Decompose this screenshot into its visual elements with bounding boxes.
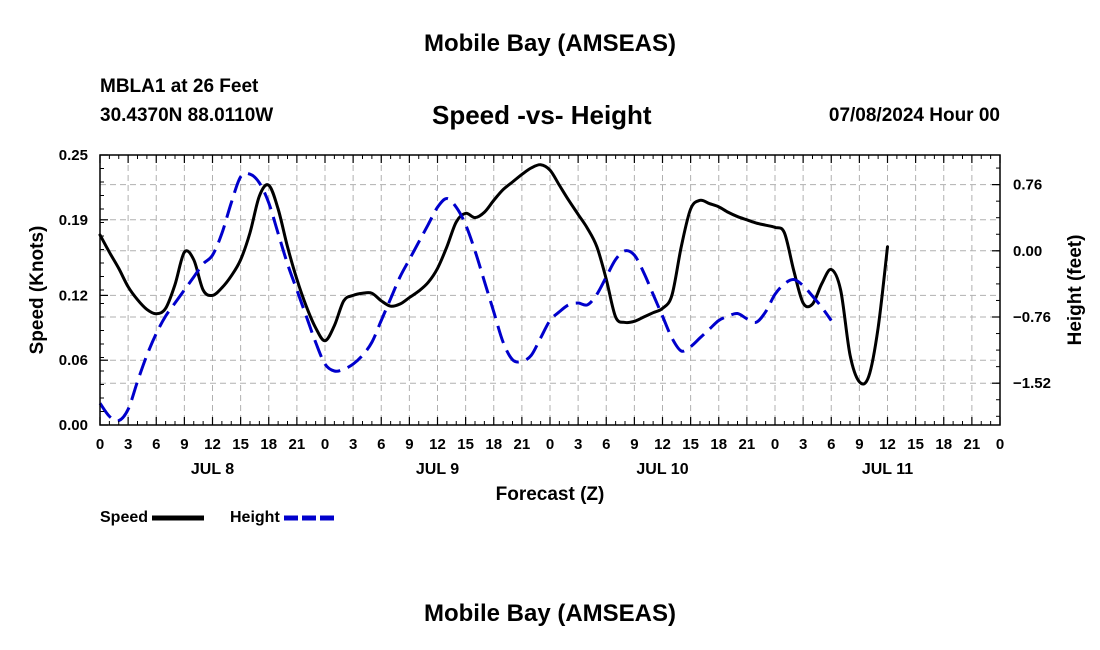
x-day-label: JUL 10 bbox=[636, 461, 688, 478]
x-tick-label: 18 bbox=[710, 436, 727, 453]
chart-title: Mobile Bay (AMSEAS) bbox=[423, 30, 677, 57]
y-axis-left-title: Speed (Knots) bbox=[27, 226, 48, 355]
legend-label-speed: Speed bbox=[100, 509, 149, 526]
series-layer bbox=[98, 163, 889, 423]
x-tick-label: 3 bbox=[799, 436, 807, 453]
legend-label-height: Height bbox=[230, 509, 280, 526]
legend-item-height: Height bbox=[230, 508, 338, 528]
y-right-tick-label: 0.76 bbox=[1013, 177, 1042, 194]
x-tick-label: 9 bbox=[630, 436, 638, 453]
x-tick-label: 9 bbox=[405, 436, 413, 453]
x-tick-label: 6 bbox=[152, 436, 160, 453]
y-left-tick-label: 0.19 bbox=[59, 212, 88, 229]
x-tick-label: 6 bbox=[377, 436, 385, 453]
x-tick-label: 9 bbox=[180, 436, 188, 453]
x-tick-label: 21 bbox=[289, 436, 306, 453]
y-axis-right-title: Height (feet) bbox=[1065, 235, 1086, 346]
x-tick-label: 18 bbox=[485, 436, 502, 453]
x-tick-label: 21 bbox=[964, 436, 981, 453]
x-day-label: JUL 8 bbox=[191, 461, 234, 478]
y-left-tick-label: 0.00 bbox=[59, 417, 88, 434]
x-tick-label: 0 bbox=[96, 436, 104, 453]
x-day-label: JUL 11 bbox=[862, 461, 913, 478]
y-left-tick-label: 0.25 bbox=[59, 147, 88, 164]
y-right-tick-label: −1.52 bbox=[1013, 375, 1051, 392]
forecast-run-time: 07/08/2024 Hour 00 bbox=[828, 105, 1000, 126]
x-tick-label: 18 bbox=[260, 436, 277, 453]
station-coordinates: 30.4370N 88.0110W bbox=[100, 105, 274, 126]
x-tick-label: 12 bbox=[204, 436, 221, 453]
series-line-height bbox=[98, 171, 833, 423]
x-tick-label: 12 bbox=[879, 436, 896, 453]
x-tick-label: 15 bbox=[232, 436, 249, 453]
x-tick-label: 12 bbox=[654, 436, 671, 453]
x-axis-title: Forecast (Z) bbox=[496, 484, 605, 505]
series-line-speed bbox=[98, 163, 889, 386]
x-tick-label: 12 bbox=[429, 436, 446, 453]
x-tick-label: 3 bbox=[574, 436, 582, 453]
x-tick-label: 0 bbox=[771, 436, 779, 453]
x-tick-label: 6 bbox=[827, 436, 835, 453]
x-tick-label: 15 bbox=[682, 436, 699, 453]
axis-layer: 0 3 6 9 12 15 18 21 0 3 6 9 12 15 18 21 0 3 6 9 12 15 18 21 0 3 6 9… bbox=[59, 147, 1051, 478]
x-tick-label: 9 bbox=[855, 436, 863, 453]
y-right-tick-label: 0.00 bbox=[1013, 243, 1042, 260]
x-tick-label: 0 bbox=[546, 436, 554, 453]
x-tick-label: 21 bbox=[514, 436, 531, 453]
x-tick-label: 15 bbox=[457, 436, 474, 453]
station-name: MBLA1 at 26 Feet bbox=[100, 76, 259, 97]
x-tick-label: 6 bbox=[602, 436, 610, 453]
x-tick-label: 3 bbox=[124, 436, 132, 453]
legend-swatch-height bbox=[283, 515, 336, 521]
y-left-tick-label: 0.06 bbox=[59, 352, 88, 369]
legend-swatch-speed bbox=[152, 515, 205, 521]
legend-item-speed: Speed bbox=[100, 508, 206, 528]
x-tick-label: 18 bbox=[935, 436, 952, 453]
y-left-tick-label: 0.12 bbox=[59, 287, 88, 304]
x-tick-label: 21 bbox=[739, 436, 756, 453]
x-day-label: JUL 9 bbox=[416, 461, 459, 478]
plot-subtitle: Speed -vs- Height bbox=[432, 100, 652, 130]
x-tick-label: 0 bbox=[996, 436, 1004, 453]
x-tick-label: 0 bbox=[321, 436, 329, 453]
footer-title: Mobile Bay (AMSEAS) bbox=[423, 600, 677, 627]
y-right-tick-label: −0.76 bbox=[1013, 309, 1051, 326]
x-tick-label: 3 bbox=[349, 436, 357, 453]
x-tick-label: 15 bbox=[907, 436, 924, 453]
